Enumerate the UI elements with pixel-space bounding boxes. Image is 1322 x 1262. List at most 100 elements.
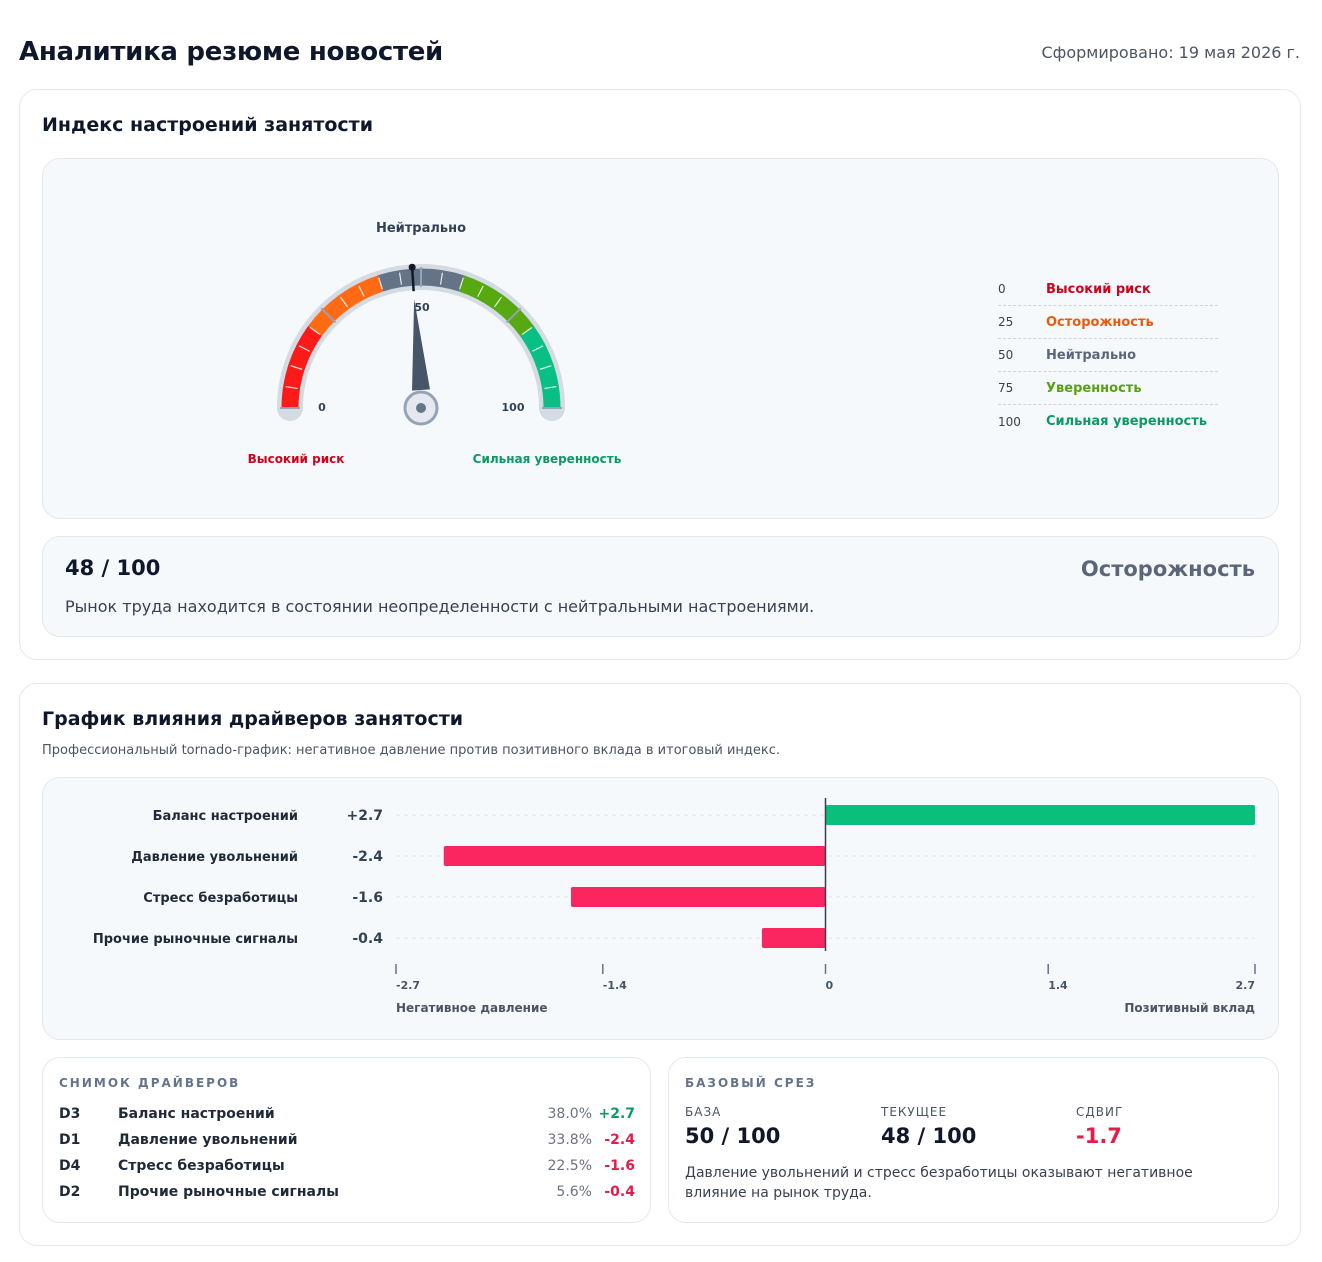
gauge-tick (285, 385, 298, 390)
driver-share: 38.0% (547, 1106, 592, 1122)
gauge-tick (539, 365, 552, 370)
bar (570, 887, 826, 907)
driver-row: D4 Стресс безработицы 22.5% -1.6 (59, 1158, 635, 1178)
gauge-tick (378, 277, 383, 290)
legend-label: Осторожность (1046, 314, 1154, 330)
gauge-hub-center (416, 403, 426, 413)
driver-share: 5.6% (556, 1184, 592, 1200)
driver-code: D2 (59, 1184, 81, 1200)
gauge-tick (459, 277, 464, 290)
base-value: 50 / 100 (685, 1124, 781, 1148)
base-label: БАЗА (685, 1105, 722, 1119)
gauge-chart: Нейтрально 0 50 100 Высокий риск Сильная… (248, 221, 622, 466)
legend-row: 25 Осторожность (998, 306, 1218, 339)
gauge-tick (309, 326, 321, 336)
bar (443, 846, 826, 866)
driver-row: D1 Давление увольнений 33.8% -2.4 (59, 1132, 635, 1152)
x-tick-label: 2.7 (1236, 979, 1256, 992)
legend-label: Сильная уверенность (1046, 414, 1208, 429)
sentiment-title: Индекс настроений занятости (42, 114, 374, 136)
driver-delta: -0.4 (604, 1184, 635, 1200)
gauge-band (308, 275, 384, 337)
x-tick-label: -2.7 (396, 979, 420, 992)
driver-name: Баланс настроений (118, 1106, 275, 1122)
gauge-tick (521, 326, 533, 336)
legend-value: 50 (998, 348, 1014, 362)
gauge-band (458, 275, 534, 337)
legend-row: 50 Нейтрально (998, 339, 1218, 372)
value-label: -2.4 (352, 849, 383, 865)
generated-date: Сформировано: 19 мая 2026 г. (1041, 43, 1301, 62)
gauge-tick (439, 272, 444, 285)
score-value: 48 / 100 (65, 556, 161, 580)
gauge-min-label: 0 (318, 401, 326, 414)
value-label: +2.7 (346, 808, 383, 824)
tornado-panel: Баланс настроений +2.7 Давление увольнений… (42, 777, 1279, 1040)
legend-label: Нейтрально (1046, 347, 1137, 363)
driver-delta: -2.4 (604, 1132, 635, 1148)
x-tick-label: 0 (826, 979, 834, 992)
gauge-major-tick (320, 307, 337, 324)
legend-row: 100 Сильная уверенность (998, 405, 1218, 438)
gauge-tick (544, 385, 557, 390)
gauge-value-marker (410, 267, 415, 292)
gauge-tick (398, 272, 403, 285)
driver-delta: +2.7 (598, 1106, 635, 1122)
driver-share: 33.8% (547, 1132, 592, 1148)
summary-text: Рынок труда находится в состоянии неопре… (65, 597, 815, 616)
drivers-title: График влияния драйверов занятости (42, 708, 464, 730)
gauge-tick (532, 345, 544, 352)
category-label: Баланс настроений (153, 809, 298, 824)
score-panel: 48 / 100 Осторожность Рынок труда находи… (42, 536, 1279, 637)
bar (825, 805, 1255, 825)
baseline-heading: БАЗОВЫЙ СРЕЗ (685, 1076, 817, 1090)
legend-label: Уверенность (1046, 380, 1142, 396)
driver-code: D4 (59, 1158, 81, 1174)
gauge-legend: 0 Высокий риск 25 Осторожность 50 Нейтра… (998, 273, 1218, 438)
shift-value: -1.7 (1076, 1124, 1122, 1148)
gauge-max-label: 100 (502, 401, 525, 414)
gauge-tick (298, 345, 310, 352)
gauge-right-caption: Сильная уверенность (473, 452, 622, 466)
x-tick-label: -1.4 (603, 979, 627, 992)
category-label: Давление увольнений (131, 850, 298, 865)
driver-name: Стресс безработицы (118, 1158, 285, 1174)
shift-label: СДВИГ (1076, 1105, 1124, 1119)
status-label: Осторожность (1080, 557, 1255, 581)
legend-value: 100 (998, 414, 1021, 429)
bar (761, 928, 826, 948)
x-tick-label: 1.4 (1048, 979, 1068, 992)
driver-code: D3 (59, 1106, 81, 1122)
driver-row: D3 Баланс настроений 38.0% +2.7 (59, 1106, 635, 1126)
page-title: Аналитика резюме новостей (19, 37, 443, 67)
current-value: 48 / 100 (881, 1124, 977, 1148)
driver-name: Давление увольнений (118, 1132, 298, 1148)
snapshot-box: СНИМОК ДРАЙВЕРОВ D3 Баланс настроений 38… (42, 1057, 651, 1223)
gauge-needle (412, 299, 430, 391)
tornado-chart: Баланс настроений +2.7 Давление увольнений… (93, 798, 1256, 1015)
current-label: ТЕКУЩЕЕ (881, 1105, 948, 1119)
gauge-major-tick (505, 307, 522, 324)
gauge-value-dot (408, 263, 416, 271)
gauge-tick (339, 296, 349, 308)
legend-label: Высокий риск (1046, 281, 1151, 297)
gauge-panel: Нейтрально 0 50 100 Высокий риск Сильная… (42, 158, 1279, 519)
gauge-left-caption: Высокий риск (248, 452, 345, 466)
gauge-tick (477, 285, 484, 297)
legend-row: 75 Уверенность (998, 372, 1218, 405)
driver-delta: -1.6 (604, 1158, 635, 1174)
category-label: Прочие рыночные сигналы (93, 932, 298, 947)
drivers-card: График влияния драйверов занятости Профе… (19, 683, 1301, 1246)
gauge-tick (290, 365, 303, 370)
gauge-tick (493, 296, 503, 308)
driver-code: D1 (59, 1132, 81, 1148)
gauge-top-label: Нейтрально (376, 221, 466, 236)
value-label: -0.4 (352, 931, 383, 947)
driver-share: 22.5% (547, 1158, 592, 1174)
baseline-box: БАЗОВЫЙ СРЕЗ БАЗА 50 / 100 ТЕКУЩЕЕ 48 / … (668, 1057, 1279, 1223)
legend-value: 75 (998, 381, 1014, 395)
category-label: Стресс безработицы (143, 891, 298, 906)
driver-row: D2 Прочие рыночные сигналы 5.6% -0.4 (59, 1184, 635, 1204)
value-label: -1.6 (352, 890, 383, 906)
x-axis-left-label: Негативное давление (396, 1001, 548, 1015)
